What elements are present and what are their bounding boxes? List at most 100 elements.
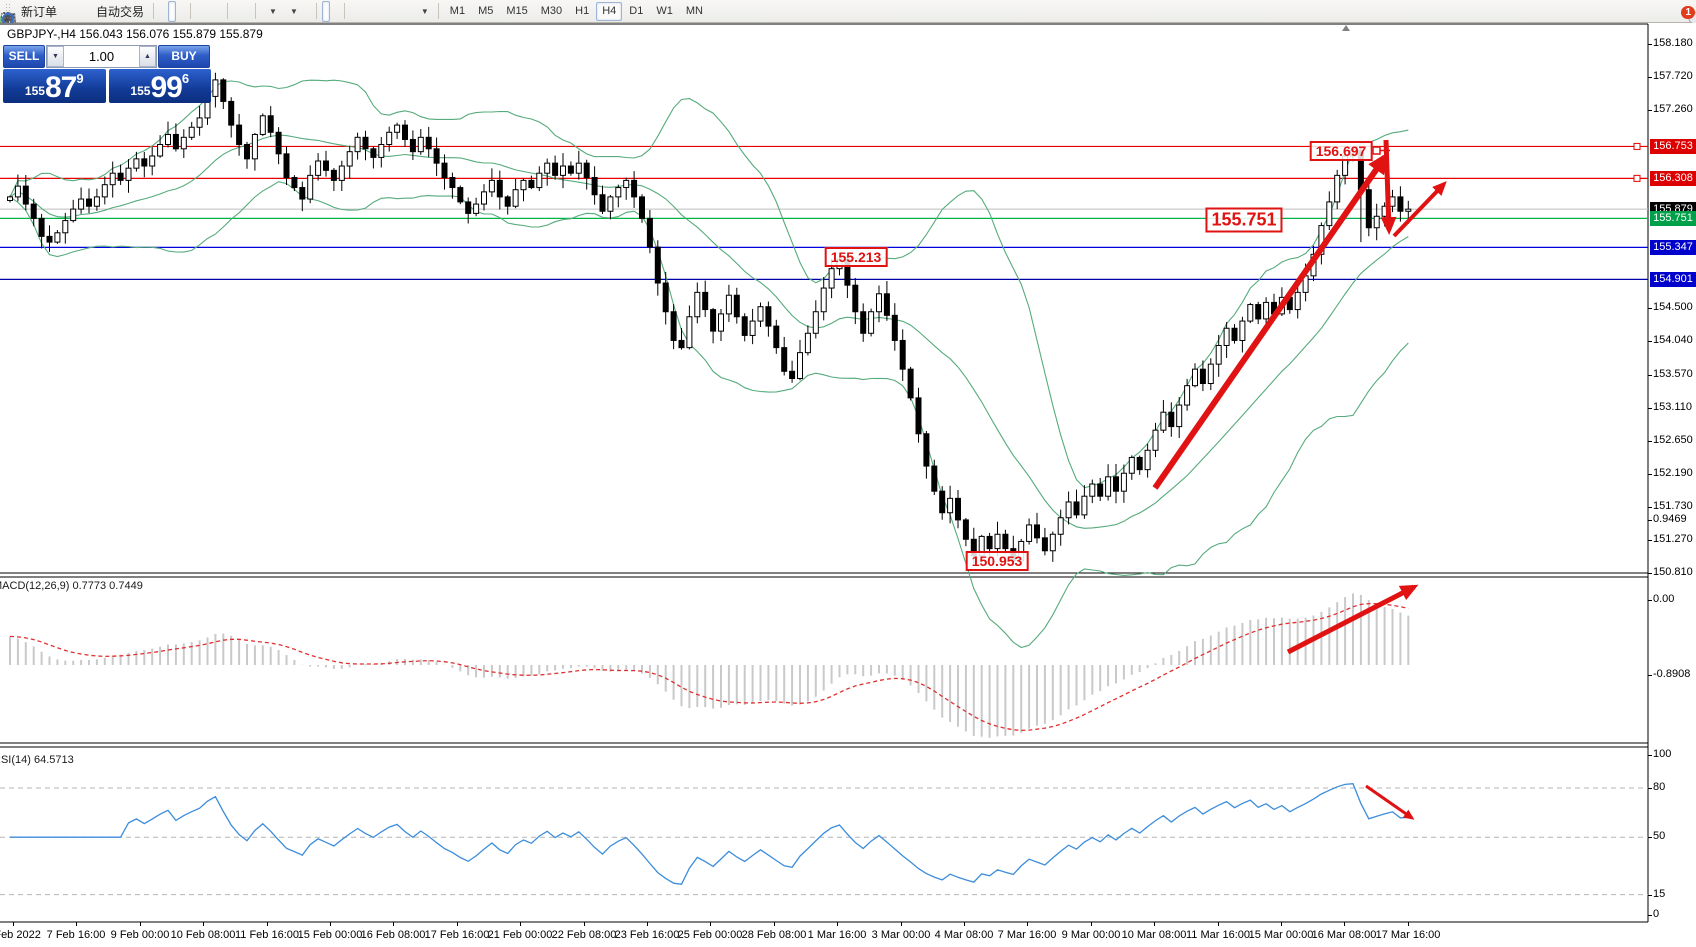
- time-tick: [1154, 922, 1155, 926]
- time-tick: [330, 922, 331, 926]
- main-chart-canvas[interactable]: [0, 23, 1649, 923]
- axis-tick: [1648, 44, 1652, 45]
- zoom-in-button[interactable]: [2, 1, 204, 26]
- buy-price-panel[interactable]: 155 99 6: [108, 69, 211, 103]
- volume-decrease-button[interactable]: ▼: [47, 46, 64, 67]
- candlestick-chart-button[interactable]: [1, 0, 177, 26]
- time-tick: [774, 922, 775, 926]
- signals-button[interactable]: [0, 1, 88, 26]
- timeframe-button-m15[interactable]: M15: [506, 4, 528, 17]
- sell-button[interactable]: SELL: [3, 45, 45, 68]
- crosshair-button[interactable]: [1, 1, 339, 26]
- timeframe-button-m1[interactable]: M1: [449, 4, 466, 17]
- time-tick: [1027, 922, 1028, 926]
- time-tick-label: 4 Feb 2022: [0, 929, 41, 941]
- chart-symbol-title: GBPJPY-,H4 156.043 156.076 155.879 155.8…: [7, 27, 263, 41]
- time-tick-label: 28 Feb 08:00: [741, 929, 807, 941]
- price-tick-label: 157.720: [1653, 70, 1693, 82]
- time-tick-label: 15 Mar 00:00: [1248, 929, 1314, 941]
- buy-button[interactable]: BUY: [158, 45, 210, 68]
- price-tick-label: 153.110: [1653, 401, 1692, 413]
- time-tick-label: 4 Mar 08:00: [934, 929, 994, 941]
- price-level-badge: 154.901: [1650, 272, 1696, 287]
- chart-window[interactable]: GBPJPY-,H4 156.043 156.076 155.879 155.8…: [0, 23, 1696, 947]
- new-chart-dropdown[interactable]: ▼: [1, 1, 281, 26]
- buy-price-prefix: 155: [130, 84, 151, 98]
- time-tick-label: 25 Feb 00:00: [677, 929, 743, 941]
- axis-tick: [1648, 788, 1652, 789]
- time-tick: [13, 922, 14, 926]
- time-tick: [76, 922, 77, 926]
- macd-histogram: [9, 593, 1410, 738]
- trendline-button[interactable]: [1, 1, 376, 25]
- timeframe-button-h4[interactable]: H4: [596, 1, 623, 21]
- text-button[interactable]: A: [4, 1, 403, 27]
- time-tick: [1281, 922, 1282, 926]
- bar-chart-button[interactable]: [1, 1, 167, 25]
- price-label-box[interactable]: 155.751: [1205, 207, 1283, 233]
- rsi-tick-label: 0: [1653, 908, 1660, 920]
- time-tick-label: 11 Mar 16:00: [1185, 929, 1251, 941]
- time-tick-label: 17 Feb 16:00: [424, 929, 490, 941]
- autotrading-button[interactable]: 自动交易: [1, 1, 148, 26]
- axis-tick: [1648, 507, 1652, 508]
- channel-button[interactable]: E: [0, 1, 385, 27]
- price-tick-label: 151.270: [1653, 533, 1693, 545]
- axis-tick: [1648, 573, 1652, 574]
- macd-tick-label: 0.00: [1653, 593, 1675, 605]
- history-center-button[interactable]: [1, 1, 70, 26]
- axis-tick: [1648, 755, 1652, 756]
- zoom-out-button[interactable]: [2, 1, 213, 26]
- time-tick: [140, 922, 141, 926]
- timeframe-button-h1[interactable]: H1: [575, 4, 590, 17]
- sell-price-pip: 9: [76, 71, 84, 86]
- cursor-button[interactable]: [4, 0, 330, 26]
- fibonacci-button[interactable]: F: [1, 1, 394, 27]
- new-order-button[interactable]: 新订单: [2, 1, 61, 27]
- market-watch-button[interactable]: [1, 1, 79, 24]
- rsi-line: [10, 783, 1409, 886]
- sell-price-panel[interactable]: 155 87 9: [3, 69, 106, 103]
- auto-scroll-button[interactable]: [2, 1, 241, 24]
- templates-button[interactable]: [1, 1, 311, 25]
- time-tick: [520, 922, 521, 926]
- buy-price-pip: 6: [181, 71, 190, 86]
- toolbar-separator: [437, 3, 439, 19]
- price-label-box[interactable]: 156.697: [1309, 141, 1373, 161]
- price-label-box[interactable]: 155.213: [824, 247, 888, 267]
- time-tick: [457, 922, 458, 926]
- time-tick-label: 10 Feb 08:00: [170, 929, 236, 941]
- timeframe-button-m5[interactable]: M5: [478, 4, 494, 17]
- price-tick-label: 154.040: [1653, 334, 1693, 346]
- autotrading-button-label: 自动交易: [96, 4, 145, 19]
- volume-stepper: ▼ 1.00 ▲: [46, 45, 157, 68]
- arrows-dropdown[interactable]: ▼: [0, 1, 433, 26]
- horizontal-line-button[interactable]: [2, 1, 367, 22]
- volume-input[interactable]: 1.00: [88, 49, 115, 64]
- axis-tick: [1648, 308, 1652, 309]
- periods-dropdown[interactable]: ▼: [1, 1, 302, 26]
- time-tick: [1344, 922, 1345, 926]
- timeframe-button-m30[interactable]: M30: [540, 4, 563, 17]
- rsi-indicator-label: RSI(14) 64.5713: [0, 754, 74, 766]
- price-level-badge: 155.751: [1650, 211, 1696, 226]
- rsi-tick-label: 100: [1653, 748, 1672, 760]
- volume-increase-button[interactable]: ▲: [139, 46, 156, 67]
- price-level-badge: 156.308: [1650, 171, 1696, 186]
- bollinger-bands: [9, 79, 1409, 649]
- price-label-box[interactable]: 150.953: [965, 551, 1029, 571]
- time-tick-label: 16 Feb 08:00: [360, 929, 426, 941]
- label-button[interactable]: T: [1, 1, 412, 26]
- price-tick-label: 150.810: [1653, 566, 1693, 578]
- axis-tick: [1648, 915, 1652, 916]
- chart-shift-button[interactable]: [3, 1, 250, 25]
- timeframe-button-w1[interactable]: W1: [656, 4, 673, 17]
- timeframe-button-d1[interactable]: D1: [629, 4, 644, 17]
- tile-windows-button[interactable]: [1, 1, 222, 25]
- timeframe-button-mn[interactable]: MN: [685, 4, 703, 17]
- vertical-line-button[interactable]: [7, 1, 358, 25]
- axis-tick: [1648, 520, 1652, 521]
- toolbar-drag-handle[interactable]: [5, 3, 10, 19]
- line-chart-button[interactable]: [0, 1, 185, 24]
- time-tick-label: 10 Mar 08:00: [1121, 929, 1187, 941]
